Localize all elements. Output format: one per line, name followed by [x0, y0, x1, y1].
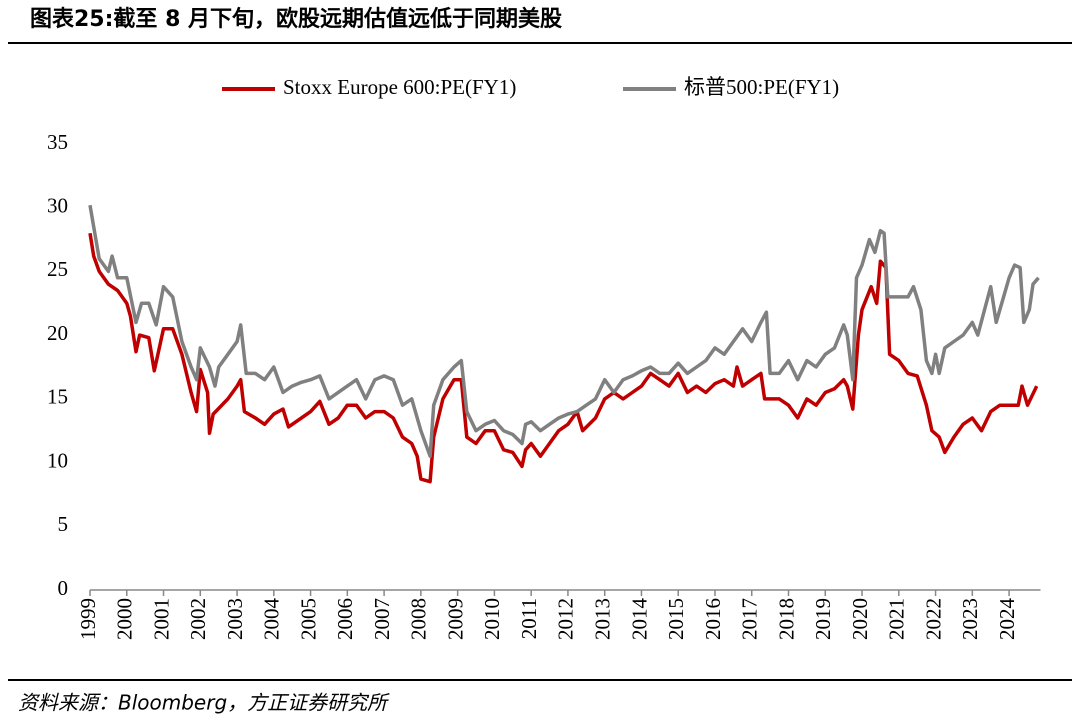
series-line [88, 232, 1039, 484]
chart-title: 图表25:截至 8 月下旬，欧股远期估值远低于同期美股 [30, 6, 562, 32]
x-tick-label: 2016 [701, 598, 725, 640]
x-tick-label: 2023 [958, 598, 982, 640]
x-tick-label: 2010 [480, 598, 504, 640]
x-tick-label: 2024 [995, 598, 1019, 641]
x-tick-label: 2002 [186, 598, 210, 640]
x-tick-label: 2018 [774, 598, 798, 640]
y-tick-label: 35 [47, 130, 68, 154]
x-tick-label: 2004 [260, 598, 284, 641]
x-tick-label: 2009 [443, 598, 467, 640]
x-tick-label: 1999 [76, 598, 100, 640]
x-tick-label: 2007 [370, 598, 394, 640]
source-note: 资料来源：Bloomberg，方正证券研究所 [18, 691, 390, 715]
x-tick-label: 2021 [885, 598, 909, 640]
series-line [88, 204, 1040, 458]
y-tick-label: 10 [47, 448, 68, 472]
x-tick-label: 2022 [921, 598, 945, 640]
y-tick-label: 30 [47, 194, 68, 218]
y-tick-label: 20 [47, 321, 68, 345]
x-tick-label: 2006 [333, 598, 357, 640]
legend-label: Stoxx Europe 600:PE(FY1) [283, 75, 516, 99]
x-tick-label: 2013 [591, 598, 615, 640]
x-tick-label: 2000 [113, 598, 137, 640]
y-tick-label: 5 [58, 512, 69, 536]
y-tick-label: 0 [58, 576, 69, 600]
y-tick-label: 25 [47, 257, 68, 281]
x-tick-label: 2005 [296, 598, 320, 640]
x-tick-label: 2014 [627, 598, 651, 641]
x-tick-label: 2008 [407, 598, 431, 640]
x-tick-label: 2020 [848, 598, 872, 640]
x-tick-label: 2015 [664, 598, 688, 640]
x-tick-label: 2011 [517, 598, 541, 639]
x-tick-label: 2017 [738, 598, 762, 640]
x-tick-label: 2012 [554, 598, 578, 640]
legend-label: 标普500:PE(FY1) [684, 75, 839, 99]
x-tick-label: 2001 [149, 598, 173, 640]
y-tick-label: 15 [47, 385, 68, 409]
x-tick-label: 2019 [811, 598, 835, 640]
x-tick-label: 2003 [223, 598, 247, 640]
